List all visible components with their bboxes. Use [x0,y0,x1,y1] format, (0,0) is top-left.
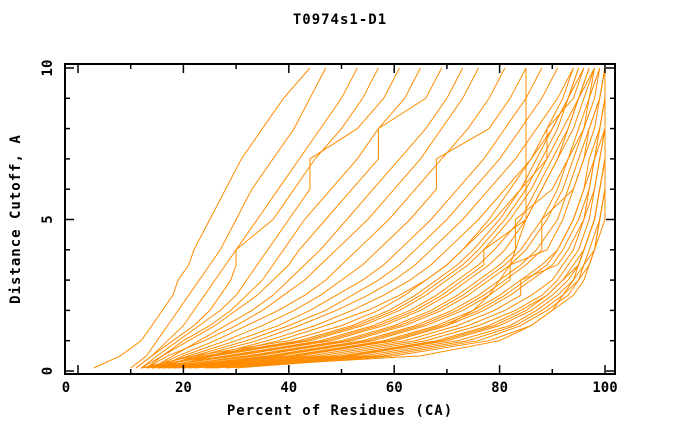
model-curve [135,67,379,369]
model-curve [151,67,506,369]
model-curve [157,67,595,369]
y-tick-label: 5 [40,215,56,223]
x-tick-label: 60 [386,380,403,396]
y-tick-label: 10 [40,60,56,77]
model-curve [151,67,590,369]
model-curve [162,67,606,369]
y-axis-label: Distance Cutoff, A [8,134,24,304]
x-tick-label: 100 [592,380,617,396]
model-curve [151,67,464,369]
model-curve [157,67,601,369]
model-curve [157,67,606,369]
model-curve [183,68,606,369]
chart-title: T0974s1-D1 [292,12,388,28]
model-curve [156,67,527,369]
model-curve [162,67,559,369]
model-curve [167,68,606,369]
model-curve [167,67,585,369]
model-curve [140,67,443,369]
model-curve [156,67,574,369]
model-curve [141,67,574,369]
model-curve [172,68,606,369]
model-curve [135,67,358,369]
model-curve [140,67,400,369]
x-tick-label: 80 [491,380,508,396]
model-curve [172,68,606,369]
model-curve [178,68,606,369]
model-curve [151,67,543,369]
model-curve [146,67,580,369]
y-tick-label: 0 [40,367,56,375]
model-curve [146,67,595,369]
model-curve [157,68,527,369]
model-curve [141,67,585,369]
model-curve [151,67,590,369]
x-tick-label: 20 [175,380,192,396]
model-curve [167,68,606,369]
model-curve [209,68,606,369]
model-curve [93,67,311,369]
model-curve [130,67,327,369]
x-tick-label: 0 [62,380,70,396]
model-curve [146,67,421,369]
x-tick-label: 40 [280,380,297,396]
axis-box [64,63,616,375]
x-axis-label: Percent of Residues (CA) [227,403,453,419]
model-curve [146,67,479,369]
model-curve [162,67,606,369]
